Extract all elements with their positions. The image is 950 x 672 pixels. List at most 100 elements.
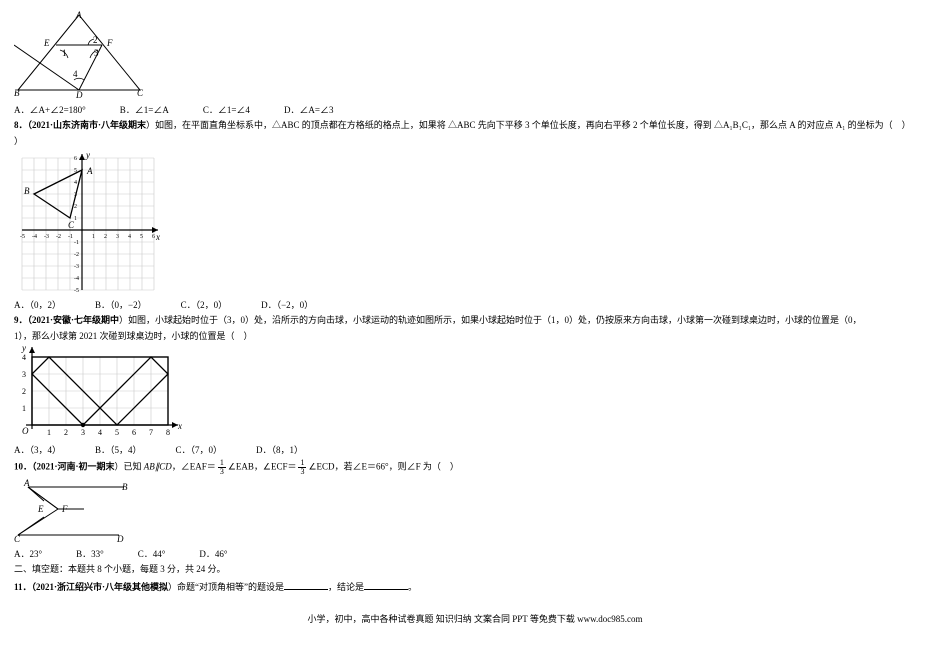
q10-src: 2021·河南·初一期末 xyxy=(37,462,115,472)
q7-opt-d: D．∠A=∠3 xyxy=(284,103,334,116)
q10-opt-c: C．44° xyxy=(138,547,166,560)
svg-text:-1: -1 xyxy=(68,234,73,240)
lbl10-D: D xyxy=(116,534,124,544)
q11-num: 11．（ xyxy=(14,582,36,592)
svg-text:4: 4 xyxy=(22,353,26,362)
lbl10-C: C xyxy=(14,534,21,544)
q8-num: 8．（ xyxy=(14,120,32,130)
q7-options: A．∠A+∠2=180° B．∠1=∠A C．∠1=∠4 D．∠A=∠3 xyxy=(14,103,936,116)
svg-text:4: 4 xyxy=(128,234,131,240)
lbl-F: F xyxy=(106,38,113,48)
q9-options: A．（3，4） B．（5，4） C．（7，0） D．（8，1） xyxy=(14,443,936,456)
q9-opt-d: D．（8，1） xyxy=(256,443,303,456)
q8-opt-c: C．（2，0） xyxy=(181,298,228,311)
q8-opt-b: B．（0，−2） xyxy=(95,298,147,311)
section2-header: 二、填空题：本题共 8 个小题，每题 3 分，共 24 分。 xyxy=(14,563,936,576)
q10-b4: ∠ECD，若∠E＝66°，则∠F 为（ ） xyxy=(308,462,458,472)
q10-options: A．23° B．33° C．44° D．46° xyxy=(14,547,936,560)
q11-src: 2021·浙江绍兴市·八年级其他模拟 xyxy=(36,582,168,592)
svg-text:-2: -2 xyxy=(56,234,61,240)
q9-text2: 1），那么小球第 2021 次碰到球桌边时，小球的位置是（ ） xyxy=(14,330,936,343)
q9-body: ）如图，小球起始时位于（3，0）处，沿所示的方向击球，小球运动的轨迹如图所示，如… xyxy=(119,315,862,325)
q11-blank2 xyxy=(364,579,408,590)
q9-opt-a: A．（3，4） xyxy=(14,443,61,456)
q8-opt-a: A．（0，2） xyxy=(14,298,61,311)
lbl-B: B xyxy=(14,88,20,98)
svg-text:2: 2 xyxy=(22,387,26,396)
svg-text:-2: -2 xyxy=(74,252,79,258)
lbl-2: 2 xyxy=(93,35,98,45)
svg-text:-3: -3 xyxy=(44,234,49,240)
lbl-3: 3 xyxy=(94,48,99,58)
svg-text:1: 1 xyxy=(47,428,51,437)
lbl-E: E xyxy=(43,38,50,48)
svg-text:6: 6 xyxy=(152,234,155,240)
q7-opt-a: A．∠A+∠2=180° xyxy=(14,103,86,116)
q10-text: 10．（2021·河南·初一期末）已知 AB∥CD，∠EAF＝13∠EAB，∠E… xyxy=(14,459,936,476)
q10-b3: ∠EAB，∠ECF＝ xyxy=(228,462,297,472)
lbl-1: 1 xyxy=(62,48,67,58)
svg-text:-4: -4 xyxy=(74,276,79,282)
svg-text:1: 1 xyxy=(22,404,26,413)
svg-text:4: 4 xyxy=(98,428,102,437)
q8-text2: ） xyxy=(14,135,936,148)
q7-figure: A B C D E F 1 2 3 4 xyxy=(14,10,144,100)
frac-1-3a: 13 xyxy=(218,459,226,476)
svg-text:-4: -4 xyxy=(32,234,37,240)
svg-text:5: 5 xyxy=(115,428,119,437)
q9-figure: O 1 2 3 4 5 6 7 8 1 2 3 4 x y xyxy=(14,345,194,440)
q10-opt-a: A．23° xyxy=(14,547,42,560)
svg-text:1: 1 xyxy=(74,216,77,222)
lbl-C: C xyxy=(137,88,144,98)
q10-b1: ）已知 xyxy=(115,462,144,472)
svg-text:x: x xyxy=(155,232,160,242)
q8-text: 8．（2021·山东济南市·八年级期末）如图，在平面直角坐标系中，△ABC 的顶… xyxy=(14,119,936,132)
svg-text:2: 2 xyxy=(104,234,107,240)
q11-b2: ，结论是 xyxy=(328,582,364,592)
svg-text:A: A xyxy=(86,166,93,176)
svg-text:1: 1 xyxy=(92,234,95,240)
frac-1-3b: 13 xyxy=(298,459,306,476)
q10-num: 10．（ xyxy=(14,462,37,472)
lbl10-E: E xyxy=(37,504,44,514)
q8-options: A．（0，2） B．（0，−2） C．（2，0） D．（−2，0） xyxy=(14,298,936,311)
q8-opt-d: D．（−2，0） xyxy=(261,298,313,311)
svg-text:-1: -1 xyxy=(74,240,79,246)
page-footer: 小学，初中，高中各种试卷真题 知识归纳 文案合同 PPT 等免费下载 www.d… xyxy=(14,612,936,625)
svg-text:y: y xyxy=(85,150,90,160)
svg-text:y: y xyxy=(21,345,26,353)
q7-opt-b: B．∠1=∠A xyxy=(120,103,169,116)
q11-b3: 。 xyxy=(408,582,417,592)
svg-text:O: O xyxy=(22,426,29,436)
q11-blank1 xyxy=(284,579,328,590)
svg-text:7: 7 xyxy=(149,428,153,437)
q10-b2: ，∠EAF＝ xyxy=(172,462,216,472)
svg-text:-5: -5 xyxy=(20,234,25,240)
q10-figure: A B C D E F xyxy=(14,479,134,544)
svg-text:6: 6 xyxy=(132,428,136,437)
lbl10-B: B xyxy=(122,482,128,492)
q11-text: 11．（2021·浙江绍兴市·八年级其他模拟）命题“对顶角相等”的题设是 ，结论是… xyxy=(14,579,936,594)
svg-text:2: 2 xyxy=(64,428,68,437)
svg-text:6: 6 xyxy=(74,156,77,162)
q9-num: 9．（ xyxy=(14,315,32,325)
q8-body: ）如图，在平面直角坐标系中，△ABC 的顶点都在方格纸的格点上，如果将 △ABC… xyxy=(146,120,911,130)
svg-text:3: 3 xyxy=(116,234,119,240)
svg-text:C: C xyxy=(68,220,75,230)
q9-opt-c: C．（7，0） xyxy=(176,443,223,456)
svg-text:x: x xyxy=(177,421,182,431)
svg-text:8: 8 xyxy=(166,428,170,437)
lbl-D: D xyxy=(75,90,83,100)
q10-abcd: AB∥CD xyxy=(144,462,172,472)
svg-text:3: 3 xyxy=(81,428,85,437)
q11-b1: ）命题“对顶角相等”的题设是 xyxy=(168,582,284,592)
lbl-4: 4 xyxy=(73,69,78,79)
q7-opt-c: C．∠1=∠4 xyxy=(203,103,250,116)
lbl10-A: A xyxy=(23,479,30,488)
svg-text:3: 3 xyxy=(22,370,26,379)
svg-text:5: 5 xyxy=(140,234,143,240)
q9-text: 9．（2021·安徽·七年级期中）如图，小球起始时位于（3，0）处，沿所示的方向… xyxy=(14,314,936,327)
lbl10-F: F xyxy=(61,504,68,514)
svg-text:2: 2 xyxy=(74,204,77,210)
q10-opt-b: B．33° xyxy=(76,547,104,560)
